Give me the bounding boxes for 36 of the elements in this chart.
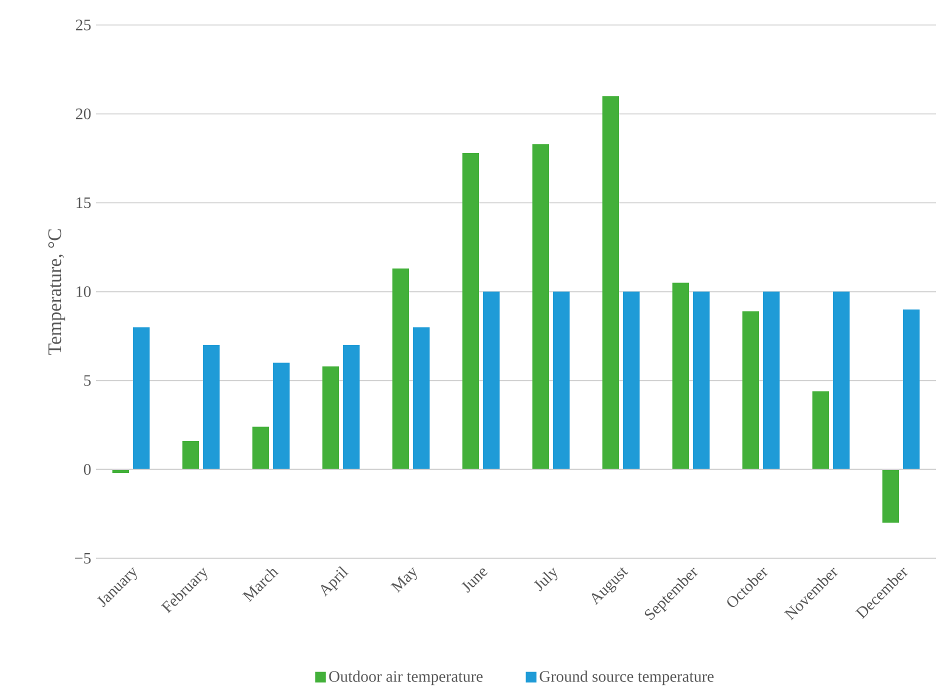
bar [763,292,780,470]
bar [693,292,710,470]
bar [623,292,640,470]
bar [343,344,360,470]
y-tick-label: −5 [75,553,91,564]
bar [203,344,220,470]
bar [532,144,549,470]
bar [252,426,270,470]
legend-label: Outdoor air temperature [329,670,483,686]
y-axis-title: Temperature, °C [48,229,66,355]
bar [553,292,570,470]
y-tick-label: 15 [76,197,91,208]
bar [882,469,899,523]
x-tick-label: July [534,568,558,592]
bar [462,152,479,470]
bar [903,309,920,470]
bar [413,327,430,470]
x-tick-label: June [462,568,488,593]
bar [322,366,339,470]
bar [182,440,200,470]
bar [483,292,500,470]
bar [273,362,290,470]
y-tick-label: 5 [84,375,91,386]
bar [742,311,759,470]
bar [833,292,850,470]
bar [133,327,150,470]
bar [602,96,619,470]
y-tick-label: 20 [76,108,91,120]
x-tick-label: May [390,567,417,593]
bar [812,391,829,470]
bar [672,282,689,470]
legend-label: Ground source temperature [540,670,714,686]
bar [392,268,409,470]
y-tick-label: 0 [84,464,91,475]
y-tick-label: 25 [76,20,91,30]
y-tick-label: 10 [76,286,91,298]
